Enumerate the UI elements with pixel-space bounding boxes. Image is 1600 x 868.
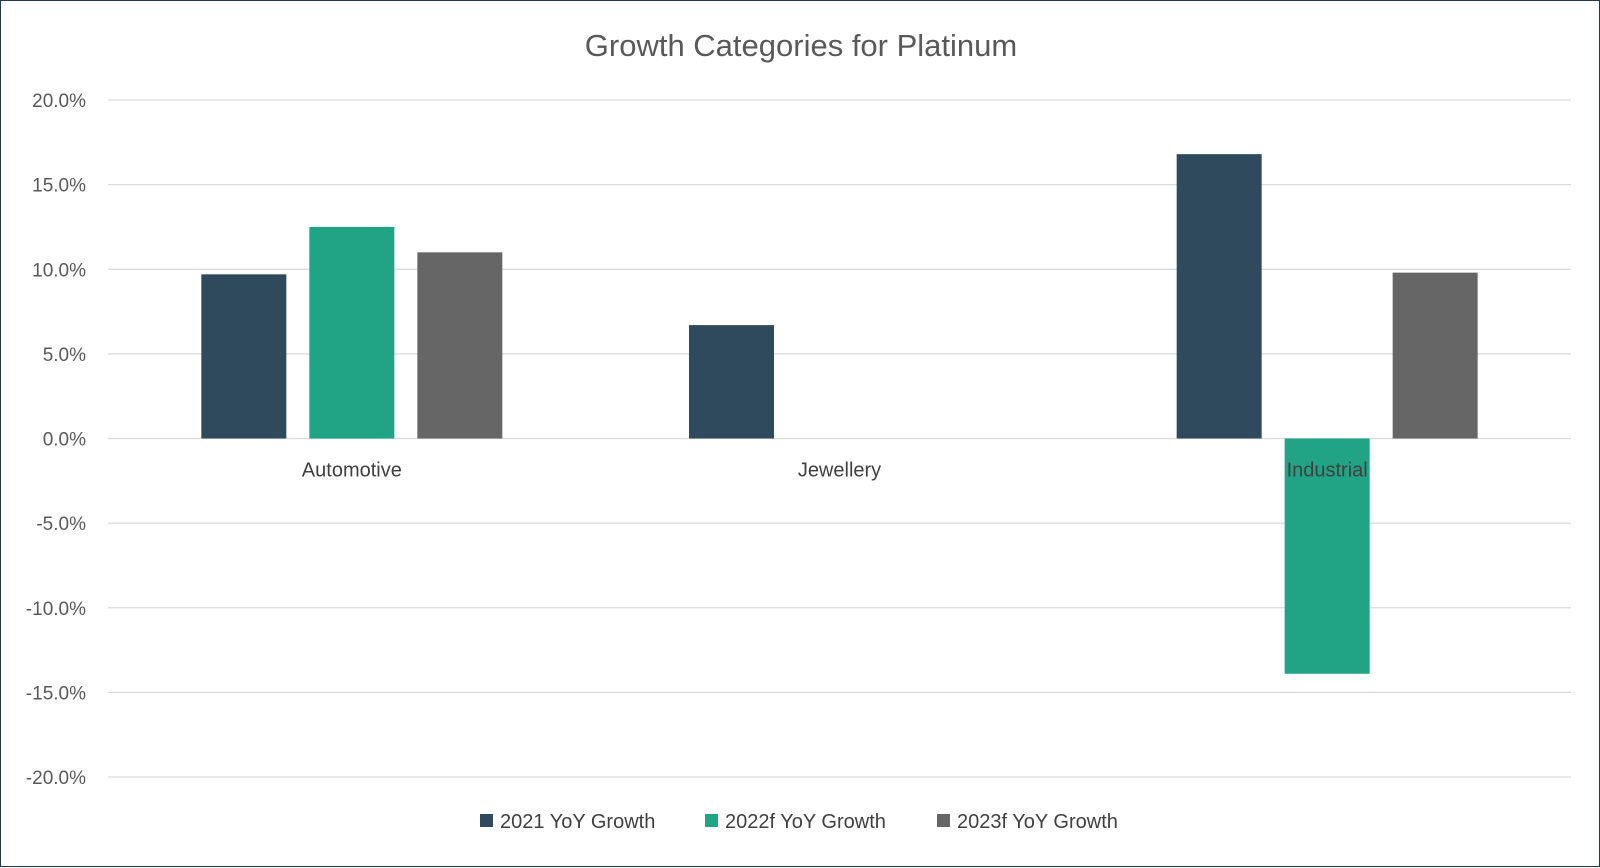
y-tick-label: -5.0%	[36, 514, 86, 535]
bar	[1284, 438, 1370, 674]
y-tick-label: -15.0%	[26, 683, 86, 704]
legend-swatch	[937, 814, 950, 827]
bars	[201, 154, 1478, 674]
bar	[417, 252, 503, 439]
bar	[1176, 154, 1262, 439]
y-tick-label: 15.0%	[32, 176, 86, 197]
chart-title: Growth Categories for Platinum	[585, 28, 1017, 63]
y-tick-label: 10.0%	[32, 260, 86, 281]
y-tick-label: -20.0%	[26, 768, 86, 789]
category-label: Industrial	[1287, 460, 1368, 482]
category-labels: Automotive Jewellery Industrial	[302, 460, 1368, 482]
legend-label: 2021 YoY Growth	[500, 811, 655, 833]
bar	[201, 274, 287, 439]
bar	[309, 226, 395, 439]
y-tick-label: 5.0%	[43, 345, 86, 366]
category-label: Jewellery	[798, 460, 881, 482]
category-label: Automotive	[302, 460, 402, 482]
y-tick-label: -10.0%	[26, 599, 86, 620]
y-tick-label: 0.0%	[43, 430, 86, 451]
legend-label: 2023f YoY Growth	[957, 811, 1118, 833]
bar	[689, 325, 774, 439]
legend-swatch	[705, 814, 718, 827]
legend-label: 2022f YoY Growth	[725, 811, 886, 833]
legend-swatch	[480, 814, 493, 827]
y-tick-label: 20.0%	[32, 91, 86, 112]
bar	[1392, 272, 1478, 439]
y-axis-tick-labels: 20.0% 15.0% 10.0% 5.0% 0.0% -5.0% -10.0% -15.0%…	[26, 91, 86, 789]
legend: 2021 YoY Growth 2022f YoY Growth 2023f YoY…	[480, 811, 1118, 833]
